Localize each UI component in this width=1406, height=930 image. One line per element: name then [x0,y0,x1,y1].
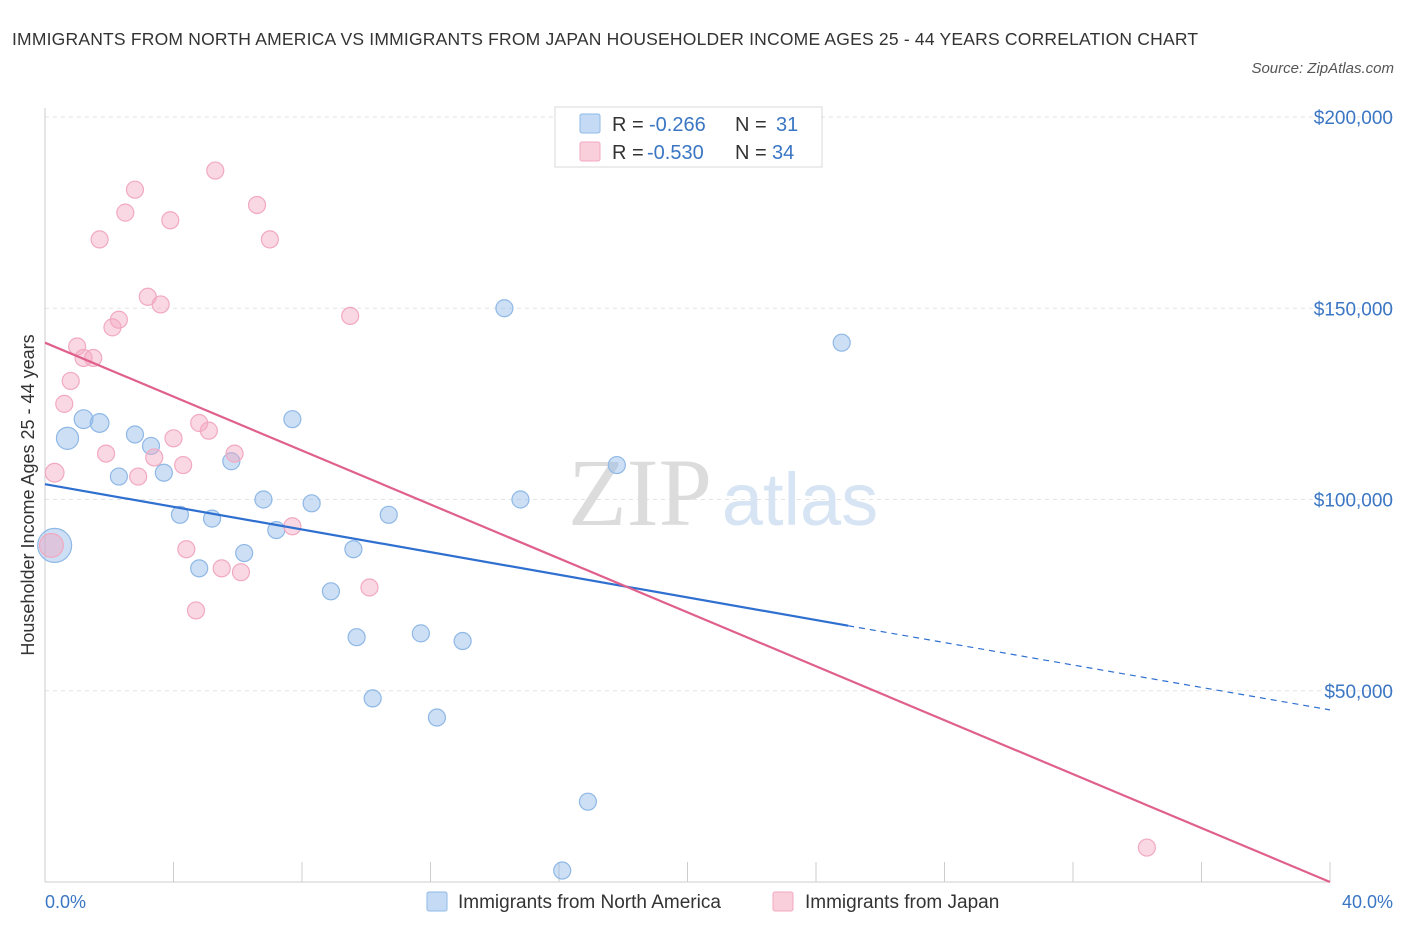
point-japan [116,203,135,222]
point-north-america [411,624,430,643]
legend-n-japan: 34 [772,142,794,164]
point-north-america [37,527,73,564]
point-north-america [363,689,382,708]
point-japan [190,413,209,433]
watermark: ZIP atlas [568,439,878,546]
bottom-legend-swatch-north-america [426,891,448,912]
point-north-america [832,333,851,352]
point-north-america [190,559,209,578]
point-north-america [379,505,398,524]
trend-line-japan [44,341,1331,884]
point-north-america [89,413,110,433]
point-japan [151,295,170,314]
point-japan [125,180,145,199]
point-japan [44,462,65,483]
point-japan [1137,838,1156,857]
point-north-america [235,543,254,563]
point-north-america [347,628,366,647]
legend-r-japan: -0.530 [647,142,704,164]
trend-line-north-america-extension [848,625,1331,711]
y-axis-label: Householder Income Ages 25 - 44 years [18,334,38,655]
point-north-america [55,426,80,450]
legend-box: R = -0.266 N = 31 R = -0.530 N = 34 [554,106,823,168]
trend-line-north-america [44,483,849,627]
legend-n-label: N = [735,142,767,164]
point-japan [174,455,193,475]
point-japan [164,429,183,448]
point-north-america [511,490,530,509]
point-japan [341,306,360,325]
point-japan [96,444,116,463]
legend-r-north-america: -0.266 [649,114,706,136]
watermark-zip: ZIP [568,439,712,546]
point-japan [247,195,267,215]
y-tick-label: $200,000 [1314,108,1393,129]
point-north-america [453,631,472,651]
watermark-atlas: atlas [722,458,878,541]
point-japan [129,467,148,486]
point-north-america [302,494,321,513]
point-north-america [427,708,447,727]
point-north-america [495,299,514,318]
chart-title: IMMIGRANTS FROM NORTH AMERICA VS IMMIGRA… [12,29,1199,49]
y-tick-labels: $200,000 $150,000 $100,000 $50,000 [1314,108,1393,703]
point-japan [177,540,196,559]
legend-swatch-japan [579,141,601,162]
bottom-legend: Immigrants from North America Immigrants… [426,891,999,913]
point-north-america [283,410,302,429]
point-japan [199,421,218,440]
y-tick-label: $100,000 [1314,491,1393,512]
point-japan [38,532,64,558]
point-japan [260,230,279,249]
legend-n-north-america: 31 [776,114,798,136]
point-north-america [109,467,128,486]
point-north-america [254,490,273,509]
point-japan [225,444,244,463]
bottom-legend-swatch-japan [772,891,794,912]
legend-n-label: N = [735,114,767,136]
point-japan [90,230,109,249]
point-japan [109,310,128,329]
point-japan [55,394,74,413]
x-tick-label-right: 40.0% [1342,892,1393,912]
point-north-america [154,463,173,482]
point-north-america [170,505,190,524]
point-north-america [344,540,363,559]
point-japan [61,371,80,391]
point-japan [186,601,206,620]
point-north-america [553,861,572,880]
y-tick-label: $150,000 [1314,299,1393,320]
legend-r-label: R = [612,114,644,136]
x-tick-label-left: 0.0% [45,892,86,912]
x-ticks [173,862,1331,882]
point-north-america [321,582,341,601]
point-japan [206,161,225,180]
bottom-legend-label-north-america: Immigrants from North America [458,892,721,913]
point-north-america [125,425,145,444]
legend-r-label: R = [612,142,644,164]
legend-swatch-north-america [579,113,601,134]
point-north-america [607,455,626,475]
point-japan [145,448,164,467]
point-japan [212,559,231,578]
data-points [37,161,1156,880]
bottom-legend-label-japan: Immigrants from Japan [805,892,999,913]
point-japan [161,211,180,230]
point-japan [231,563,251,582]
source-label: Source: ZipAtlas.com [1251,60,1394,77]
point-japan [360,578,379,597]
point-north-america [141,436,161,456]
point-north-america [73,409,94,430]
point-north-america [578,792,598,811]
grid-lines [45,116,1393,692]
y-tick-label: $50,000 [1324,682,1393,703]
trend-lines [44,341,1331,884]
